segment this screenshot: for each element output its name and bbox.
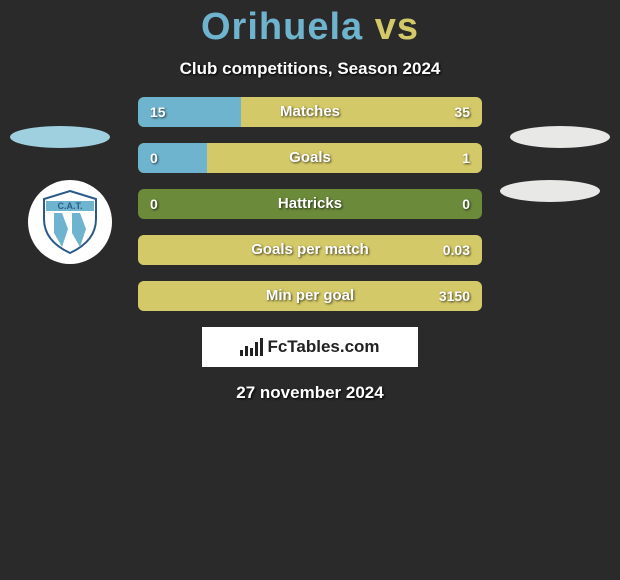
stat-row: Matches15 35 (138, 97, 482, 127)
team1-logo-oval (10, 126, 110, 148)
stat-row: Goals0 1 (138, 143, 482, 173)
stat-value-right: 35 (454, 97, 470, 127)
stat-row: Goals per match0.03 (138, 235, 482, 265)
stat-value-right: 3150 (439, 281, 470, 311)
stat-row: Min per goal3150 (138, 281, 482, 311)
stat-row: Hattricks0 0 (138, 189, 482, 219)
stats-area: Matches1535Goals01Hattricks00Goals per m… (138, 97, 482, 311)
team1-logo-circle: C.A.T. (28, 180, 112, 264)
team1-name: Orihuela (201, 6, 363, 48)
shield-icon: C.A.T. (40, 189, 100, 255)
stat-value-right: 1 (462, 143, 470, 173)
stat-label: Matches (138, 97, 482, 127)
subtitle: Club competitions, Season 2024 (0, 59, 620, 79)
stat-value-right: 0.03 (443, 235, 470, 265)
stat-label: Hattricks (138, 189, 482, 219)
brand-box[interactable]: FcTables.com (202, 327, 418, 367)
stat-value-right: 0 (462, 189, 470, 219)
stat-value-left: 0 (150, 143, 158, 173)
page-title: Orihuela vs (0, 0, 620, 49)
vs-text: vs (375, 6, 419, 48)
brand-text: FcTables.com (267, 337, 379, 357)
date-text: 27 november 2024 (0, 383, 620, 403)
team2-logo-oval (510, 126, 610, 148)
stat-label: Goals (138, 143, 482, 173)
stat-label: Min per goal (138, 281, 482, 311)
stat-value-left: 15 (150, 97, 166, 127)
team2-logo-oval-2 (500, 180, 600, 202)
stat-value-left: 0 (150, 189, 158, 219)
svg-text:C.A.T.: C.A.T. (57, 201, 82, 211)
stat-label: Goals per match (138, 235, 482, 265)
chart-icon (240, 338, 263, 356)
